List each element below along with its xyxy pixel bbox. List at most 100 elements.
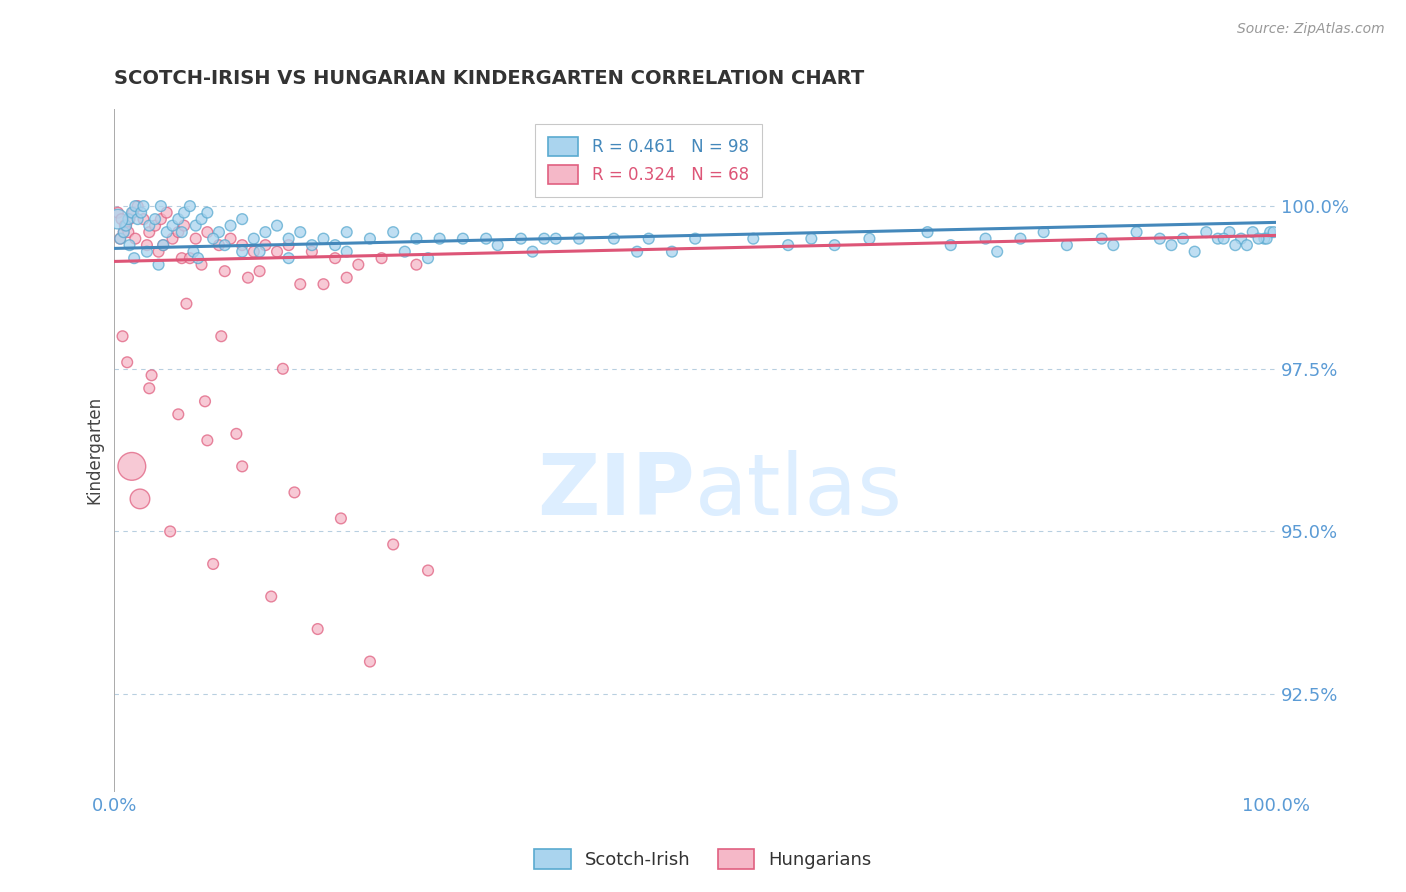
- Point: [141, 368, 163, 383]
- Point: [637, 232, 659, 246]
- Point: [118, 238, 141, 252]
- Point: [394, 244, 416, 259]
- Point: [117, 212, 139, 227]
- Point: [742, 232, 765, 246]
- Point: [167, 407, 190, 421]
- Point: [231, 212, 253, 227]
- Point: [219, 219, 242, 233]
- Point: [127, 212, 149, 227]
- Point: [1056, 238, 1078, 252]
- Text: Source: ZipAtlas.com: Source: ZipAtlas.com: [1237, 22, 1385, 37]
- Point: [323, 251, 346, 265]
- Point: [170, 225, 193, 239]
- Point: [1218, 225, 1240, 239]
- Point: [179, 251, 201, 265]
- Point: [522, 244, 544, 259]
- Point: [336, 225, 359, 239]
- Point: [486, 238, 509, 252]
- Point: [115, 355, 138, 369]
- Point: [254, 238, 277, 252]
- Point: [202, 232, 225, 246]
- Point: [329, 511, 352, 525]
- Point: [179, 199, 201, 213]
- Point: [124, 232, 146, 246]
- Point: [112, 225, 135, 239]
- Point: [277, 232, 299, 246]
- Point: [117, 225, 139, 239]
- Point: [1241, 225, 1264, 239]
- Point: [148, 244, 170, 259]
- Point: [243, 232, 266, 246]
- Point: [190, 212, 212, 227]
- Y-axis label: Kindergarten: Kindergarten: [86, 396, 103, 504]
- Point: [214, 264, 236, 278]
- Point: [231, 238, 253, 252]
- Point: [290, 225, 312, 239]
- Point: [510, 232, 533, 246]
- Point: [1253, 232, 1275, 246]
- Point: [1263, 225, 1285, 239]
- Point: [208, 225, 231, 239]
- Point: [1212, 232, 1234, 246]
- Point: [271, 361, 294, 376]
- Point: [225, 426, 247, 441]
- Point: [347, 258, 370, 272]
- Point: [143, 219, 166, 233]
- Point: [249, 264, 271, 278]
- Point: [167, 212, 190, 227]
- Point: [107, 212, 129, 227]
- Point: [167, 225, 190, 239]
- Point: [405, 232, 427, 246]
- Point: [626, 244, 648, 259]
- Point: [138, 225, 160, 239]
- Point: [1230, 232, 1253, 246]
- Text: ZIP: ZIP: [537, 450, 695, 533]
- Point: [824, 238, 846, 252]
- Legend: R = 0.461   N = 98, R = 0.324   N = 68: R = 0.461 N = 98, R = 0.324 N = 68: [536, 124, 762, 197]
- Point: [260, 590, 283, 604]
- Point: [219, 232, 242, 246]
- Point: [301, 244, 323, 259]
- Point: [143, 212, 166, 227]
- Point: [152, 238, 174, 252]
- Point: [121, 459, 143, 474]
- Point: [1125, 225, 1147, 239]
- Point: [127, 199, 149, 213]
- Point: [132, 199, 155, 213]
- Point: [277, 251, 299, 265]
- Point: [1206, 232, 1229, 246]
- Point: [858, 232, 880, 246]
- Point: [249, 244, 271, 259]
- Point: [118, 212, 141, 227]
- Text: atlas: atlas: [695, 450, 903, 533]
- Point: [122, 251, 145, 265]
- Point: [568, 232, 591, 246]
- Point: [214, 238, 236, 252]
- Point: [209, 329, 232, 343]
- Point: [266, 219, 288, 233]
- Point: [156, 205, 179, 219]
- Point: [149, 212, 172, 227]
- Point: [195, 205, 218, 219]
- Point: [107, 205, 129, 219]
- Point: [136, 238, 159, 252]
- Point: [1091, 232, 1114, 246]
- Point: [266, 244, 288, 259]
- Point: [156, 225, 179, 239]
- Point: [183, 244, 205, 259]
- Point: [359, 655, 381, 669]
- Point: [112, 225, 135, 239]
- Legend: Scotch-Irish, Hungarians: Scotch-Irish, Hungarians: [526, 839, 880, 879]
- Point: [121, 205, 143, 219]
- Point: [162, 219, 184, 233]
- Point: [301, 238, 323, 252]
- Point: [1102, 238, 1125, 252]
- Point: [336, 244, 359, 259]
- Point: [312, 277, 335, 292]
- Point: [122, 205, 145, 219]
- Point: [974, 232, 997, 246]
- Point: [176, 296, 198, 310]
- Point: [136, 244, 159, 259]
- Point: [202, 557, 225, 571]
- Point: [190, 258, 212, 272]
